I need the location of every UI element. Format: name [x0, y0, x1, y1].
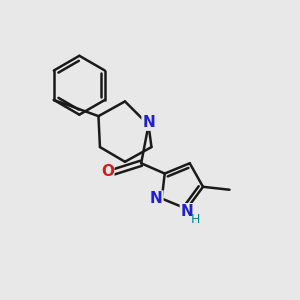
Text: N: N [180, 204, 193, 219]
Text: N: N [150, 191, 163, 206]
Text: H: H [190, 213, 200, 226]
Text: O: O [101, 164, 114, 179]
Text: N: N [142, 115, 155, 130]
